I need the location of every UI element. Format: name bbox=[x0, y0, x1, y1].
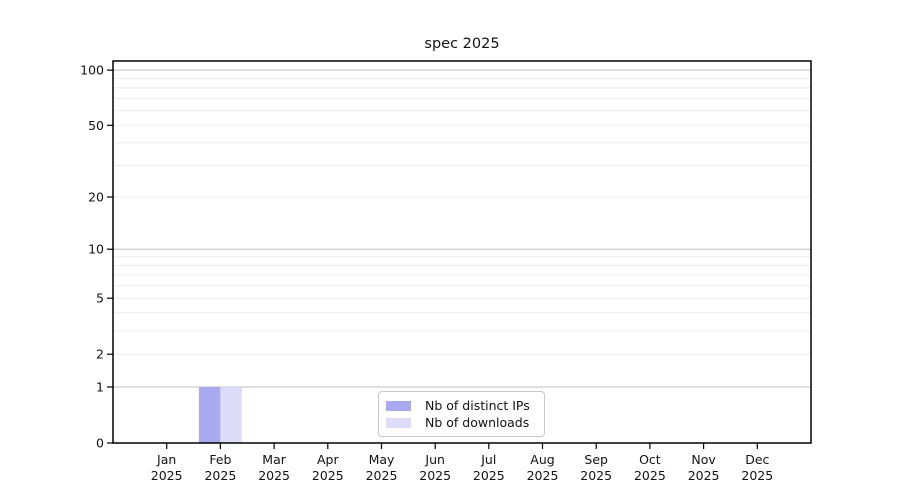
y-tick-label: 2 bbox=[96, 347, 104, 362]
legend-label-distinct-ips: Nb of distinct IPs bbox=[425, 398, 530, 413]
x-tick-label-month: Jun bbox=[424, 452, 445, 467]
bar-downloads bbox=[220, 387, 242, 443]
plot-border bbox=[112, 60, 812, 444]
x-tick-label-month: May bbox=[369, 452, 395, 467]
legend-item-distinct-ips: Nb of distinct IPs bbox=[386, 397, 544, 414]
y-tick-label: 20 bbox=[88, 190, 104, 205]
x-tick-label-month: Feb bbox=[209, 452, 231, 467]
x-tick-label-year: 2025 bbox=[204, 468, 236, 483]
legend-swatch-downloads bbox=[386, 417, 411, 428]
x-tick-label-month: Aug bbox=[530, 452, 554, 467]
x-tick-label-year: 2025 bbox=[580, 468, 612, 483]
legend-item-downloads: Nb of downloads bbox=[386, 414, 544, 431]
y-tick-label: 0 bbox=[96, 436, 104, 451]
x-tick-label-year: 2025 bbox=[527, 468, 559, 483]
x-tick-label-month: Sep bbox=[584, 452, 608, 467]
x-tick-label-month: Apr bbox=[317, 452, 339, 467]
y-tick-label: 100 bbox=[80, 63, 104, 78]
legend: Nb of distinct IPs Nb of downloads bbox=[378, 391, 545, 437]
x-tick-label-year: 2025 bbox=[312, 468, 344, 483]
x-tick-label-year: 2025 bbox=[741, 468, 773, 483]
bar-distinct-ips bbox=[198, 387, 221, 443]
x-tick-label-month: Nov bbox=[691, 452, 716, 467]
y-tick-label: 5 bbox=[96, 291, 104, 306]
x-tick-label-year: 2025 bbox=[258, 468, 290, 483]
legend-swatch-distinct-ips bbox=[386, 400, 411, 411]
x-tick-label-month: Dec bbox=[745, 452, 769, 467]
x-tick-label-year: 2025 bbox=[688, 468, 720, 483]
x-tick-label-month: Mar bbox=[262, 452, 286, 467]
y-tick-label: 50 bbox=[88, 118, 104, 133]
y-tick-label: 10 bbox=[88, 242, 104, 257]
legend-label-downloads: Nb of downloads bbox=[425, 415, 530, 430]
x-tick-label-year: 2025 bbox=[634, 468, 666, 483]
chart-title: spec 2025 bbox=[424, 36, 500, 52]
x-tick-label-month: Jan bbox=[156, 452, 176, 467]
x-tick-label-month: Oct bbox=[639, 452, 661, 467]
x-tick-label-month: Jul bbox=[480, 452, 496, 467]
x-tick-label-year: 2025 bbox=[151, 468, 183, 483]
x-tick-label-year: 2025 bbox=[366, 468, 398, 483]
x-tick-label-year: 2025 bbox=[419, 468, 451, 483]
y-tick-label: 1 bbox=[96, 380, 104, 395]
x-tick-label-year: 2025 bbox=[473, 468, 505, 483]
